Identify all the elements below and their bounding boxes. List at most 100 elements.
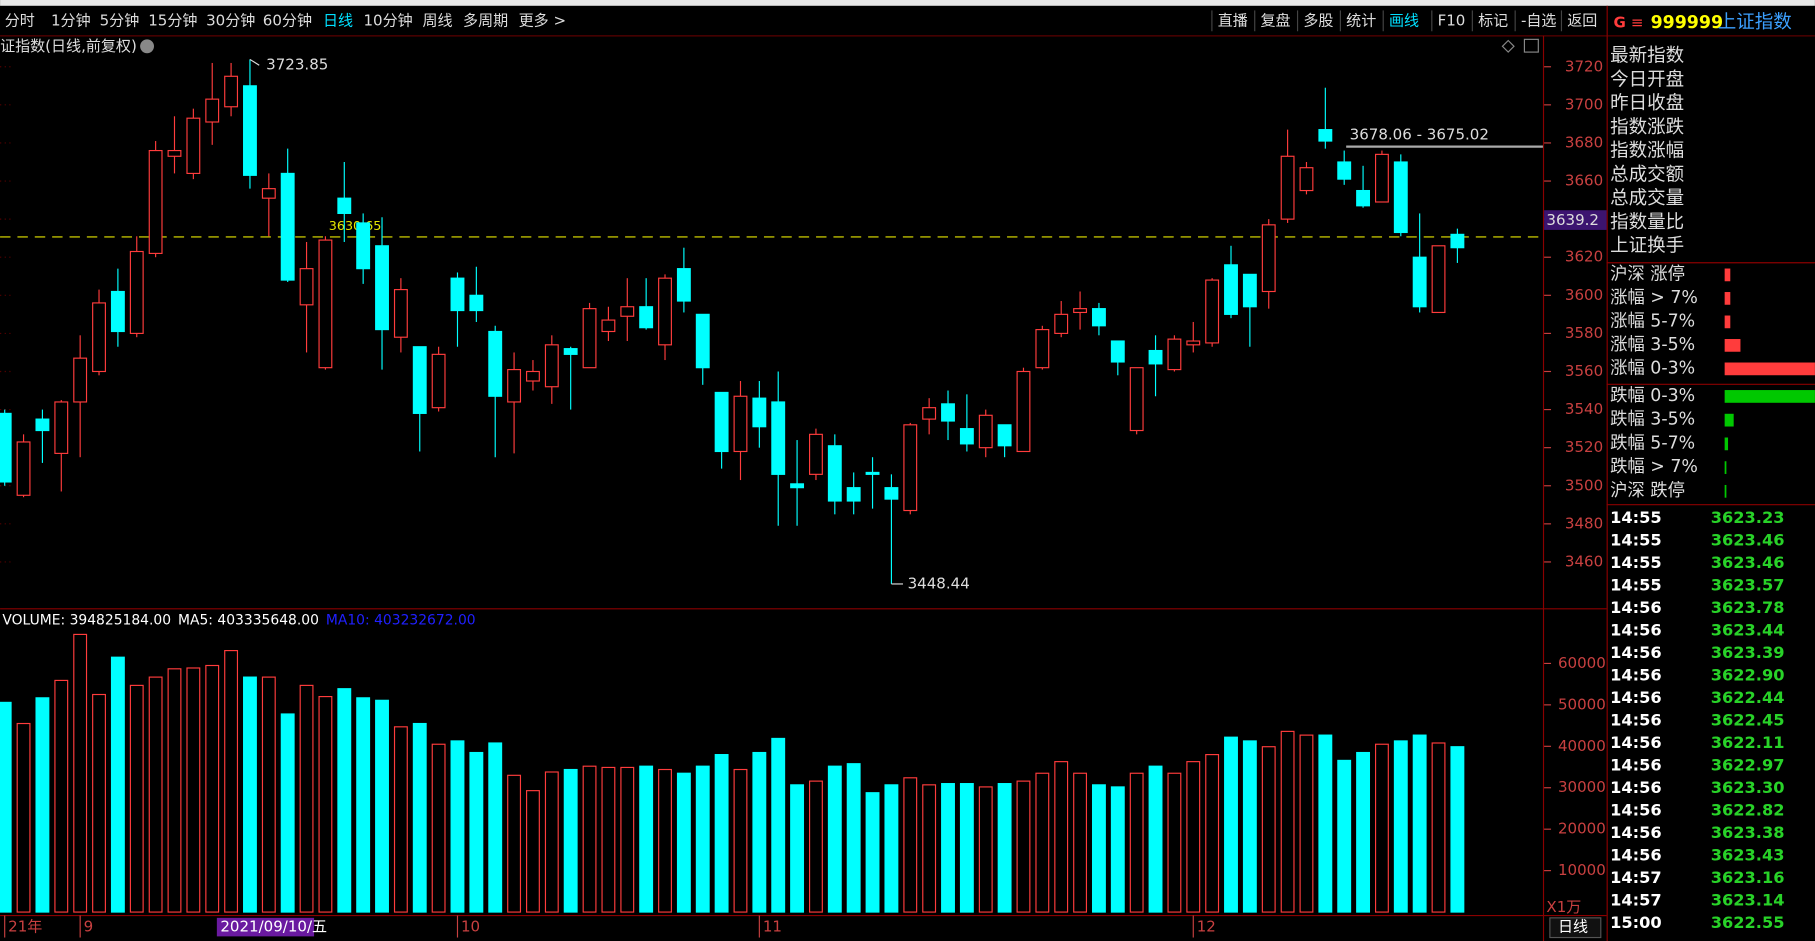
volume-bar — [809, 780, 823, 913]
candle-body — [903, 424, 918, 512]
panel-icon[interactable] — [1523, 38, 1539, 53]
period-label[interactable]: 日线 — [1558, 918, 1588, 936]
x-tick-label: 10 — [461, 918, 480, 936]
quote-field: 总成交额 — [1610, 164, 1684, 185]
volume-bar — [771, 737, 786, 913]
period-tab[interactable]: 日线 — [323, 11, 353, 29]
candle-body — [1393, 161, 1408, 234]
tool-button[interactable]: 标记 — [1478, 11, 1508, 29]
volume-bar — [224, 650, 239, 913]
period-tab[interactable]: 更多 > — [519, 11, 566, 29]
quote-field: 指数涨幅 — [1610, 141, 1684, 162]
volume-bar — [752, 751, 767, 913]
volume-bar — [827, 765, 842, 913]
period-tab[interactable]: 周线 — [423, 11, 453, 29]
candle-body — [601, 319, 616, 333]
candle-body — [752, 397, 767, 428]
volume-bar — [601, 766, 616, 913]
tool-button[interactable]: F10 — [1438, 11, 1466, 29]
period-tab[interactable]: 5分钟 — [100, 11, 140, 29]
breadth-bar — [1724, 437, 1729, 451]
candle-body — [620, 306, 635, 317]
period-tab[interactable]: 15分钟 — [148, 11, 197, 29]
candle-body — [148, 149, 163, 254]
breadth-label: 跌幅 > 7% — [1610, 457, 1698, 477]
diamond-icon[interactable] — [1501, 39, 1515, 53]
volume-bar — [1299, 734, 1314, 913]
candle-body — [1073, 308, 1088, 314]
tick-time: 14:56 — [1610, 756, 1662, 775]
tool-button[interactable]: 直播 — [1218, 11, 1248, 29]
period-tab[interactable]: 30分钟 — [206, 11, 255, 29]
tick-price: 3622.90 — [1711, 666, 1785, 685]
volume-bar — [92, 693, 106, 913]
volume-bar — [1205, 754, 1220, 913]
volume-bar — [318, 696, 333, 913]
tick-price: 3623.30 — [1711, 778, 1785, 797]
tick-price: 3623.23 — [1711, 508, 1785, 527]
quote-name: 上证指数 — [1718, 12, 1792, 33]
candle-body — [865, 471, 880, 475]
x-tick-label: 11 — [763, 918, 782, 936]
candle-body — [1299, 167, 1314, 192]
candle-body — [1148, 349, 1163, 365]
volume-bar — [16, 722, 31, 913]
tick-time: 14:56 — [1610, 688, 1662, 707]
volume-bar — [412, 722, 427, 913]
cursor-date: 2021/09/10/五 — [220, 918, 327, 936]
period-tab[interactable]: 多周期 — [463, 11, 508, 29]
candle-body — [1035, 329, 1050, 369]
volume-bar — [167, 668, 182, 913]
tick-time: 14:56 — [1610, 598, 1662, 617]
tool-button[interactable]: 返回 — [1567, 11, 1597, 29]
volume-bar — [620, 766, 635, 913]
volume-bar — [1224, 736, 1238, 913]
candle-body — [1186, 340, 1201, 346]
breadth-label: 跌幅 5-7% — [1610, 433, 1695, 453]
tick-price: 3623.38 — [1711, 823, 1785, 842]
candle-body — [73, 357, 88, 403]
tick-price: 3623.43 — [1711, 846, 1785, 865]
volume-bar — [356, 697, 371, 913]
period-tab[interactable]: 60分钟 — [263, 11, 312, 29]
cursor-price-box — [1544, 210, 1607, 230]
volume-bar — [695, 765, 710, 913]
volume-bar — [299, 684, 314, 913]
tool-button[interactable]: 统计 — [1346, 11, 1376, 29]
tick-time: 15:00 — [1610, 913, 1662, 932]
volume-bar — [978, 786, 993, 913]
period-tab[interactable]: 1分钟 — [51, 11, 91, 29]
candle-body — [186, 117, 201, 174]
candle-body — [0, 412, 12, 483]
cursor-price: 3639.2 — [1546, 211, 1599, 229]
volume-legend: VOLUME: 394825184.00 — [2, 612, 171, 628]
low-label: 3448.44 — [908, 574, 970, 592]
volume-bar — [1073, 772, 1088, 913]
y-tick-label: 30000 — [1558, 778, 1606, 796]
candle-body — [676, 268, 691, 302]
candle-body — [469, 294, 484, 312]
candle-body — [1374, 153, 1389, 203]
tool-button[interactable]: 复盘 — [1261, 11, 1291, 29]
tool-button[interactable]: 画线 — [1389, 11, 1419, 29]
period-tab[interactable]: 分时 — [5, 11, 35, 29]
title-menu-icon[interactable] — [140, 39, 155, 54]
tick-price: 3622.55 — [1711, 913, 1785, 932]
tool-button[interactable]: -自选 — [1521, 11, 1557, 29]
candle-body — [431, 353, 446, 409]
volume-bar — [1337, 759, 1352, 913]
tool-button[interactable]: 多股 — [1303, 11, 1333, 29]
tick-price: 3622.45 — [1711, 711, 1785, 730]
candle-body — [922, 407, 937, 420]
volume-bar — [658, 768, 672, 913]
volume-bar — [941, 783, 955, 913]
candle-body — [733, 395, 748, 453]
volume-legend: MA10: 403232672.00 — [326, 612, 476, 628]
candle-body — [1016, 370, 1031, 453]
volume-bar — [73, 633, 88, 913]
period-tab[interactable]: 10分钟 — [364, 11, 413, 29]
volume-bar — [205, 664, 220, 913]
quote-menu[interactable]: ≡ — [1631, 14, 1644, 32]
tick-price: 3623.39 — [1711, 643, 1785, 662]
